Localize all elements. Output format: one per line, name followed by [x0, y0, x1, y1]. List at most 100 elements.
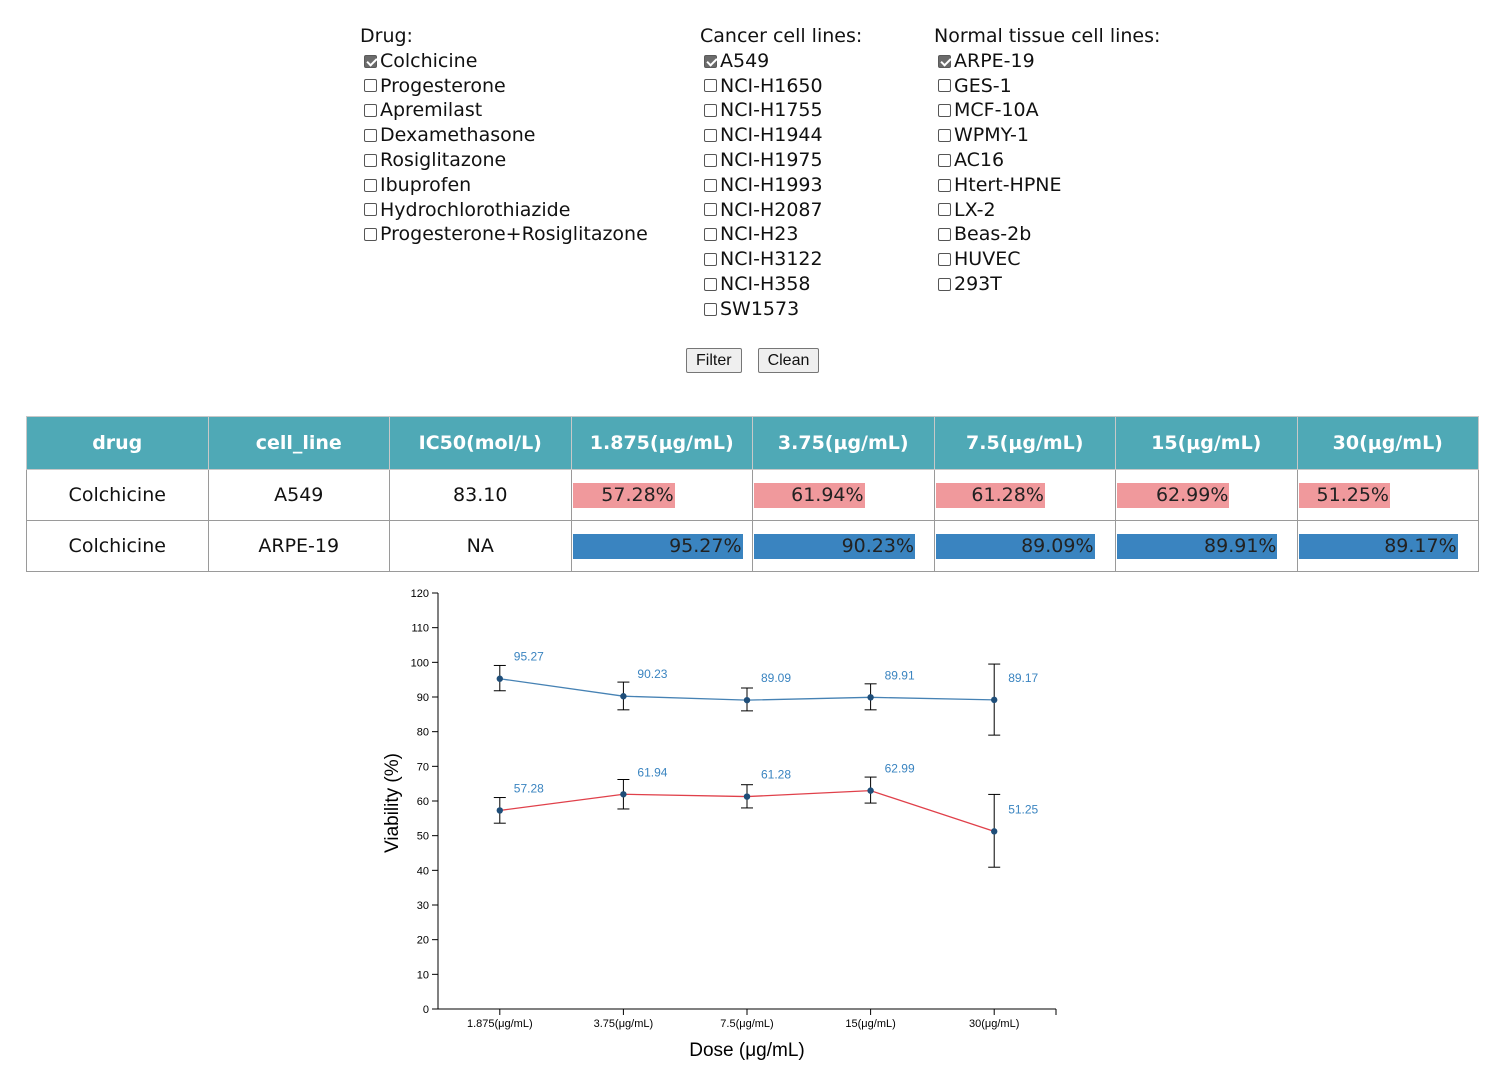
checkbox[interactable]: [938, 277, 951, 291]
checkbox[interactable]: [364, 79, 377, 93]
viability-cell: 89.09%: [933, 520, 1116, 572]
checkbox[interactable]: [704, 228, 717, 242]
filter-option-normal[interactable]: ARPE-19: [934, 49, 1160, 74]
checkbox[interactable]: [938, 129, 951, 143]
filter-option-cancer[interactable]: NCI-H23: [700, 222, 862, 247]
filter-option-normal[interactable]: Htert-HPNE: [934, 173, 1160, 198]
y-tick-label: 30: [417, 900, 429, 912]
filter-option-label: Progesterone+Rosiglitazone: [380, 223, 648, 246]
drug-filter-group: Drug: Colchicine Progesterone Apremilast De…: [360, 24, 648, 247]
col-header-dose-3[interactable]: 7.5(μg/mL): [933, 416, 1116, 470]
filter-option-drug[interactable]: Colchicine: [360, 49, 648, 74]
filter-option-label: NCI-H1944: [720, 124, 823, 147]
checkbox[interactable]: [704, 153, 717, 167]
checkbox[interactable]: [704, 104, 717, 118]
filter-option-cancer[interactable]: NCI-H1993: [700, 173, 862, 198]
filter-option-drug[interactable]: Dexamethasone: [360, 123, 648, 148]
checkbox[interactable]: [364, 203, 377, 217]
filter-option-normal[interactable]: GES-1: [934, 74, 1160, 99]
y-tick-label: 60: [417, 796, 429, 808]
checkbox[interactable]: [364, 178, 377, 192]
x-axis-label: Dose (μg/mL): [689, 1040, 804, 1061]
checkbox[interactable]: [704, 253, 717, 267]
filter-option-cancer[interactable]: NCI-H1650: [700, 74, 862, 99]
filter-option-label: NCI-H1975: [720, 148, 823, 171]
col-header-dose-5[interactable]: 30(μg/mL): [1296, 416, 1479, 470]
filter-option-cancer[interactable]: NCI-H3122: [700, 247, 862, 272]
checkbox[interactable]: [364, 129, 377, 143]
ic50-cell: 83.10: [389, 469, 572, 521]
col-header-ic50[interactable]: IC50(mol/L): [389, 416, 572, 470]
checkbox[interactable]: [938, 104, 951, 118]
checkbox[interactable]: [938, 153, 951, 167]
y-tick-label: 50: [417, 831, 429, 843]
checkbox[interactable]: [704, 79, 717, 93]
clean-button[interactable]: Clean: [757, 348, 820, 373]
col-header-drug[interactable]: drug: [26, 416, 209, 470]
filter-option-drug[interactable]: Progesterone: [360, 74, 648, 99]
filter-option-normal[interactable]: Beas-2b: [934, 222, 1160, 247]
checkbox-checked[interactable]: [938, 54, 951, 68]
filter-option-cancer[interactable]: A549: [700, 49, 862, 74]
filter-button[interactable]: Filter: [686, 348, 742, 373]
checkbox[interactable]: [938, 203, 951, 217]
filter-option-normal[interactable]: LX-2: [934, 198, 1160, 223]
table-row: Colchicine ARPE-19 NA 95.27% 90.23% 89.09% 89.…: [26, 520, 1479, 572]
filter-option-cancer[interactable]: NCI-H1975: [700, 148, 862, 173]
checkbox[interactable]: [938, 228, 951, 242]
filter-option-cancer[interactable]: NCI-H2087: [700, 198, 862, 223]
filter-option-label: Beas-2b: [954, 223, 1032, 246]
filter-option-label: NCI-H3122: [720, 248, 823, 271]
x-tick-label: 1.875(μg/mL): [467, 1018, 533, 1030]
viability-cell: 89.17%: [1296, 520, 1479, 572]
filter-option-cancer[interactable]: NCI-H1755: [700, 98, 862, 123]
viability-bar: 95.27%: [572, 533, 743, 559]
filter-option-drug[interactable]: Apremilast: [360, 98, 648, 123]
results-table: drug cell_line IC50(mol/L) 1.875(μg/mL) …: [26, 416, 1479, 572]
col-header-dose-4[interactable]: 15(μg/mL): [1115, 416, 1298, 470]
filter-option-drug[interactable]: Hydrochlorothiazide: [360, 198, 648, 223]
filter-option-cancer[interactable]: SW1573: [700, 297, 862, 322]
data-label: 89.17: [1008, 671, 1038, 685]
filter-option-drug[interactable]: Rosiglitazone: [360, 148, 648, 173]
filter-option-drug[interactable]: Ibuprofen: [360, 173, 648, 198]
y-tick-label: 110: [411, 623, 429, 635]
checkbox[interactable]: [704, 178, 717, 192]
checkbox[interactable]: [364, 104, 377, 118]
filter-option-cancer[interactable]: NCI-H358: [700, 272, 862, 297]
checkbox[interactable]: [364, 153, 377, 167]
col-header-cell-line[interactable]: cell_line: [207, 416, 390, 470]
x-tick-label: 3.75(μg/mL): [594, 1018, 654, 1030]
filter-option-label: NCI-H1755: [720, 99, 823, 122]
checkbox[interactable]: [938, 178, 951, 192]
col-header-dose-1[interactable]: 1.875(μg/mL): [570, 416, 753, 470]
checkbox[interactable]: [704, 203, 717, 217]
checkbox-checked[interactable]: [364, 54, 377, 68]
filter-option-normal[interactable]: MCF-10A: [934, 98, 1160, 123]
filter-option-cancer[interactable]: NCI-H1944: [700, 123, 862, 148]
checkbox[interactable]: [704, 302, 717, 316]
filter-option-normal[interactable]: HUVEC: [934, 247, 1160, 272]
data-point: [867, 787, 874, 794]
checkbox[interactable]: [704, 277, 717, 291]
data-label: 61.28: [761, 768, 791, 782]
viability-bar: 89.91%: [1117, 533, 1278, 559]
filter-option-normal[interactable]: 293T: [934, 272, 1160, 297]
checkbox[interactable]: [938, 253, 951, 267]
filter-option-normal[interactable]: WPMY-1: [934, 123, 1160, 148]
checkbox-checked[interactable]: [704, 54, 717, 68]
filter-option-normal[interactable]: AC16: [934, 148, 1160, 173]
viability-cell: 51.25%: [1296, 469, 1479, 521]
y-tick-label: 100: [411, 657, 429, 669]
viability-bar: 89.09%: [935, 533, 1095, 559]
data-point: [991, 696, 998, 704]
normal-filter-title: Normal tissue cell lines:: [934, 25, 1161, 47]
checkbox[interactable]: [938, 79, 951, 93]
checkbox[interactable]: [704, 129, 717, 143]
filter-option-label: Apremilast: [380, 99, 483, 122]
viability-cell: 90.23%: [752, 520, 935, 572]
data-point: [496, 807, 503, 814]
checkbox[interactable]: [364, 228, 377, 242]
filter-option-drug[interactable]: Progesterone+Rosiglitazone: [360, 222, 648, 247]
col-header-dose-2[interactable]: 3.75(μg/mL): [752, 416, 935, 470]
